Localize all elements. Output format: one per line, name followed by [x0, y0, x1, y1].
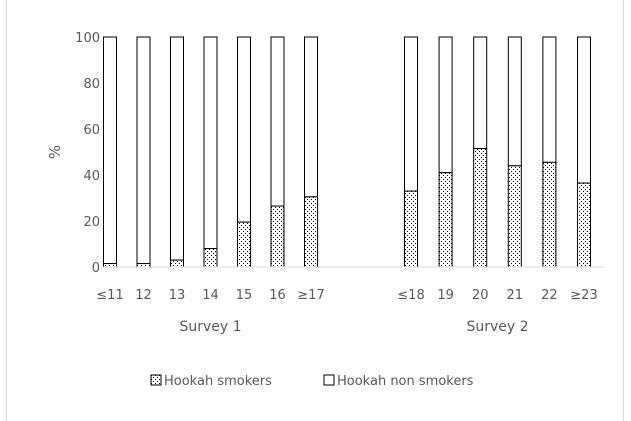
bar-non-smokers	[404, 36, 418, 192]
x-category-label: ≥23	[570, 288, 597, 303]
x-category-label: ≤18	[397, 288, 424, 303]
bar-smokers	[404, 190, 418, 268]
bar-smokers	[438, 172, 453, 268]
legend: Hookah smokers Hookah non smokers	[150, 374, 474, 389]
bar-smokers	[577, 182, 591, 268]
bar-smokers	[136, 263, 151, 268]
bars	[103, 36, 591, 268]
x-category-label: 15	[236, 288, 253, 303]
bar-non-smokers	[203, 36, 218, 250]
bar-smokers	[304, 196, 318, 268]
x-category-label: 13	[169, 288, 186, 303]
x-category-label: 12	[135, 288, 152, 303]
legend-swatch	[150, 374, 162, 386]
group-label: Survey 1	[179, 319, 241, 335]
y-tick-label: 80	[83, 77, 100, 92]
bar-non-smokers	[270, 36, 285, 207]
x-category-label: ≥17	[297, 288, 324, 303]
x-axis: ≤11 12 13 14 15 16 ≥17 Survey 1 ≤18 19 20 21 22 ≥23 Su…	[96, 266, 604, 335]
bar-non-smokers	[170, 36, 184, 261]
bar-smokers	[270, 205, 285, 268]
x-category-label: 14	[202, 288, 219, 303]
bar-smokers	[103, 263, 117, 268]
x-category-label: 21	[507, 288, 524, 303]
bar-smokers	[542, 161, 557, 268]
bar-non-smokers	[304, 36, 318, 198]
x-category-label: 16	[269, 288, 286, 303]
y-axis-label: %	[46, 145, 64, 159]
group-label: Survey 2	[466, 319, 528, 335]
bar-non-smokers	[542, 36, 557, 163]
bar-smokers	[170, 259, 184, 268]
bar-smokers	[237, 221, 251, 268]
bar-smokers	[507, 165, 522, 268]
legend-label: Hookah smokers	[164, 374, 272, 389]
x-category-label: 19	[437, 288, 454, 303]
y-tick-label: 60	[83, 123, 100, 138]
legend-label: Hookah non smokers	[337, 374, 474, 389]
bar-non-smokers	[507, 36, 522, 167]
bar-non-smokers	[237, 36, 251, 223]
bar-non-smokers	[136, 36, 151, 265]
bar-non-smokers	[577, 36, 591, 184]
y-tick-label: 40	[83, 169, 100, 184]
y-axis: 0 20 40 60 80 100	[75, 31, 100, 276]
bar-smokers	[203, 248, 218, 268]
x-category-label: ≤11	[96, 288, 123, 303]
legend-swatch	[323, 374, 335, 386]
bar-non-smokers	[473, 36, 488, 150]
y-tick-label: 20	[83, 215, 100, 230]
x-category-label: 22	[541, 288, 558, 303]
chart-frame	[6, 0, 624, 421]
y-tick-label: 0	[92, 261, 100, 276]
x-category-label: 20	[472, 288, 489, 303]
bar-non-smokers	[103, 36, 117, 265]
bar-non-smokers	[438, 36, 453, 174]
y-tick-label: 100	[75, 31, 100, 46]
bar-smokers	[473, 148, 488, 268]
